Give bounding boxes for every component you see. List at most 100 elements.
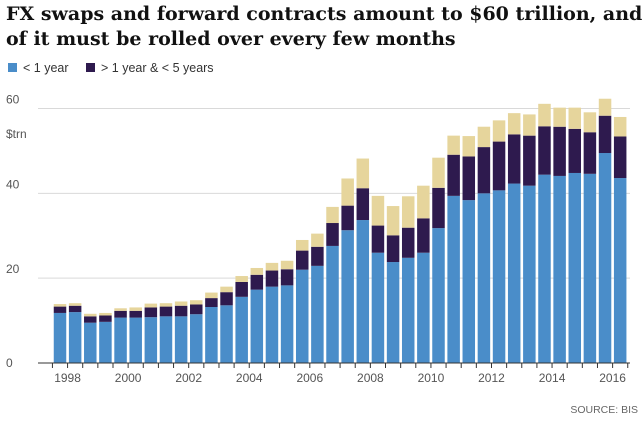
x-tick-label: 2004 [236,371,263,385]
bar-segment-gt5 [68,303,82,306]
bar-segment-mid [386,235,400,263]
bar-segment-lt1 [583,173,597,363]
x-tick-label: 2006 [296,371,323,385]
y-tick-label: 60 [6,92,20,106]
bar-segment-gt5 [598,98,612,116]
bar-segment-gt5 [401,196,415,228]
x-tick-label: 2010 [418,371,445,385]
bar-segment-gt5 [432,157,445,188]
bar-segment-mid [417,218,430,253]
bar-segment-mid [356,188,370,221]
bar-segment-mid [295,250,309,270]
bar-segment-mid [401,227,415,258]
bar-segment-lt1 [538,174,551,363]
bar-segment-lt1 [144,317,158,363]
chart-title-line-1: FX swaps and forward contracts amount to… [6,3,644,25]
bar-segment-lt1 [462,200,476,363]
bar-segment-lt1 [401,257,415,363]
bar-segment-lt1 [53,312,67,363]
bar-segment-gt5 [235,276,248,282]
bar-segment-mid [174,305,188,317]
bar-segment-gt5 [265,262,279,271]
bar-segment-gt5 [568,107,582,129]
x-tick-label: 1998 [54,371,81,385]
legend-swatch-mid [86,63,95,72]
bar-segment-mid [99,315,112,322]
bar-segment-mid [492,141,506,191]
bar-segment-lt1 [174,316,188,363]
bar-segment-mid [159,306,173,317]
bar-segment-mid [53,306,67,313]
x-tick-label: 2000 [115,371,142,385]
bar-segment-mid [462,156,476,201]
y-unit-label: $trn [6,127,27,141]
bar-segment-lt1 [68,312,82,363]
bar-segment-gt5 [613,116,627,137]
bar-segment-mid [280,269,294,286]
bar-segment-gt5 [523,114,536,136]
bar-segment-lt1 [477,193,491,363]
y-tick-label: 40 [6,177,20,191]
bar-segment-lt1 [159,316,173,363]
bar-segment-gt5 [507,113,521,135]
bar-segment-gt5 [538,103,551,127]
bar-segment-gt5 [553,107,566,127]
x-tick-label: 2002 [175,371,202,385]
bar-segment-mid [205,298,218,308]
bar-segment-lt1 [507,183,521,363]
bar-segment-mid [114,310,127,318]
x-tick-label: 2012 [478,371,505,385]
bar-segment-mid [220,292,233,306]
bar-segment-gt5 [462,136,476,157]
bar-segment-gt5 [280,260,294,270]
bar-segment-gt5 [341,178,354,206]
bar-segment-lt1 [568,172,582,363]
bar-segment-gt5 [190,300,203,305]
bar-segment-lt1 [220,305,233,363]
bar-segment-lt1 [417,252,430,363]
bar-segment-lt1 [326,245,339,363]
bar-segment-gt5 [144,303,158,308]
bar-segment-lt1 [613,178,627,363]
bar-segment-mid [371,225,385,253]
bar-segment-mid [477,147,491,194]
bar-segment-lt1 [432,228,445,363]
bar-segment-gt5 [356,158,370,189]
bar-segment-lt1 [99,321,112,363]
bar-segment-mid [250,274,264,290]
bar-segment-gt5 [371,195,385,226]
bar-segment-lt1 [341,230,354,363]
chart-title-line-2: of it must be rolled over every few mont… [6,28,456,50]
bar-segment-gt5 [417,185,430,219]
bar-segment-lt1 [295,269,309,363]
bar-segment-gt5 [386,206,400,236]
x-tick-label: 2016 [599,371,626,385]
bar-segment-mid [553,126,566,176]
bar-segment-lt1 [553,175,566,363]
bar-segment-mid [326,223,339,246]
bar-segment-gt5 [295,239,309,251]
legend: < 1 year > 1 year & < 5 years [8,61,214,75]
bar-segment-mid [507,134,521,184]
bar-segment-gt5 [159,303,173,307]
bar-segment-mid [583,132,597,174]
bar-segment-mid [447,154,460,196]
bar-segment-lt1 [447,195,460,363]
bar-segment-gt5 [174,301,188,306]
bar-segment-lt1 [356,220,370,363]
bar-segment-mid [598,115,612,154]
bar-segment-gt5 [311,233,324,247]
bar-segment-lt1 [84,322,97,363]
bar-segment-gt5 [492,120,506,142]
source-note: SOURCE: BIS [570,404,638,416]
legend-label-lt1: < 1 year [23,61,69,75]
bar-segment-gt5 [326,206,339,224]
bar-segment-mid [341,205,354,231]
legend-swatch-lt1 [8,63,17,72]
bar-segment-gt5 [129,307,142,311]
bar-segment-gt5 [205,292,218,299]
bar-segment-gt5 [583,112,597,133]
bars [53,98,627,363]
bar-segment-mid [432,187,445,229]
